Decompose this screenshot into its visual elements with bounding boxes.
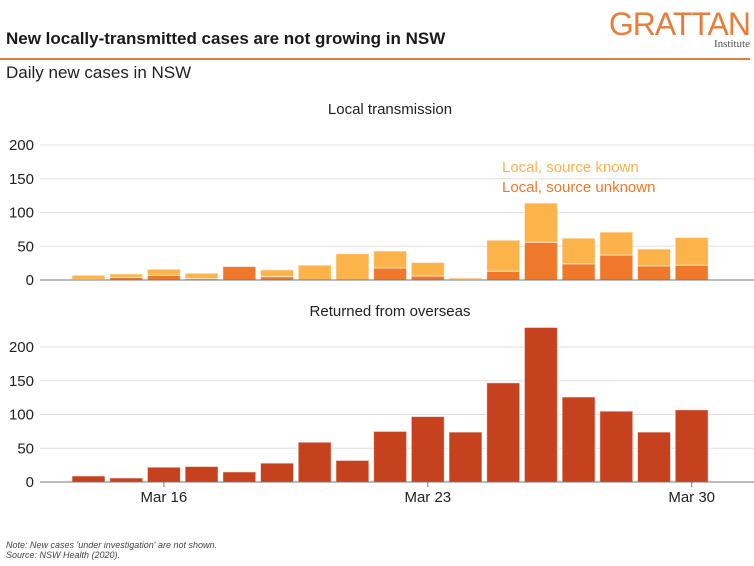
bar [335, 459, 370, 483]
bar [486, 270, 521, 281]
chart-subtitle: Daily new cases in NSW [6, 63, 192, 82]
bar [146, 274, 181, 281]
panel-title-overseas: Returned from overseas [310, 303, 471, 320]
grattan-logo: GRATTAN Institute [608, 6, 751, 50]
bar [297, 441, 332, 483]
bar [448, 431, 483, 483]
y-tick-label: 50 [17, 238, 34, 255]
header-rule [0, 58, 750, 60]
x-tick-label: Mar 16 [141, 489, 188, 506]
bar [599, 410, 634, 483]
chart-title: New locally-transmitted cases are not gr… [6, 29, 446, 48]
bar [637, 248, 671, 267]
bar [561, 396, 596, 483]
bar [637, 431, 671, 483]
bar [260, 269, 294, 278]
overseas-panel: 0 50 100 150 200 Mar 16 Mar 23 Mar 30 [9, 326, 754, 506]
bar [146, 268, 181, 276]
bar [260, 462, 294, 483]
bar [71, 475, 106, 483]
footnotes: Note: New cases 'under investigation' ar… [6, 540, 217, 560]
y-tick-label: 200 [9, 137, 34, 154]
bar [637, 265, 671, 281]
bar [448, 277, 483, 280]
bar [561, 237, 596, 265]
bar [373, 430, 408, 483]
bar [222, 471, 257, 483]
bar [297, 264, 332, 281]
y-tick-label: 100 [9, 205, 34, 222]
bar [184, 272, 219, 280]
y-tick-label: 50 [17, 440, 34, 457]
bar [523, 241, 558, 281]
bar [373, 250, 408, 269]
bar [71, 274, 106, 280]
bar [335, 253, 370, 281]
bar [486, 239, 521, 272]
bar [410, 261, 445, 277]
x-tick-label: Mar 30 [668, 489, 715, 506]
note-text: Note: New cases 'under investigation' ar… [6, 540, 218, 550]
bar [109, 477, 144, 483]
bar [674, 264, 709, 281]
y-tick-label: 150 [9, 171, 34, 188]
local-transmission-panel: 0 50 100 150 200 [9, 137, 754, 289]
panel-title-local: Local transmission [328, 101, 452, 118]
bar [674, 236, 709, 266]
source-text: Source: NSW Health (2020). [6, 550, 121, 560]
bar [260, 276, 294, 281]
bar [523, 202, 558, 243]
y-tick-label: 200 [9, 339, 34, 356]
bar [561, 263, 596, 281]
y-tick-label: 100 [9, 407, 34, 424]
y-tick-label: 150 [9, 373, 34, 390]
bar [599, 254, 634, 281]
bar [674, 409, 709, 483]
y-tick-label: 0 [26, 272, 34, 289]
logo-sub-text: Institute [713, 38, 750, 50]
bar [109, 273, 144, 278]
legend-local-known: Local, source known [502, 159, 639, 176]
bar [146, 466, 181, 483]
x-tick-label: Mar 23 [404, 489, 451, 506]
legend-local-unknown: Local, source unknown [502, 179, 655, 196]
bar [410, 416, 445, 483]
bar [222, 266, 257, 281]
logo-main-text: GRATTAN [608, 6, 751, 42]
bar [410, 275, 445, 281]
bar [486, 382, 521, 483]
y-tick-label: 0 [26, 474, 34, 491]
bar [184, 465, 219, 483]
bar [373, 267, 408, 281]
bar [599, 231, 634, 256]
bar [523, 326, 558, 483]
